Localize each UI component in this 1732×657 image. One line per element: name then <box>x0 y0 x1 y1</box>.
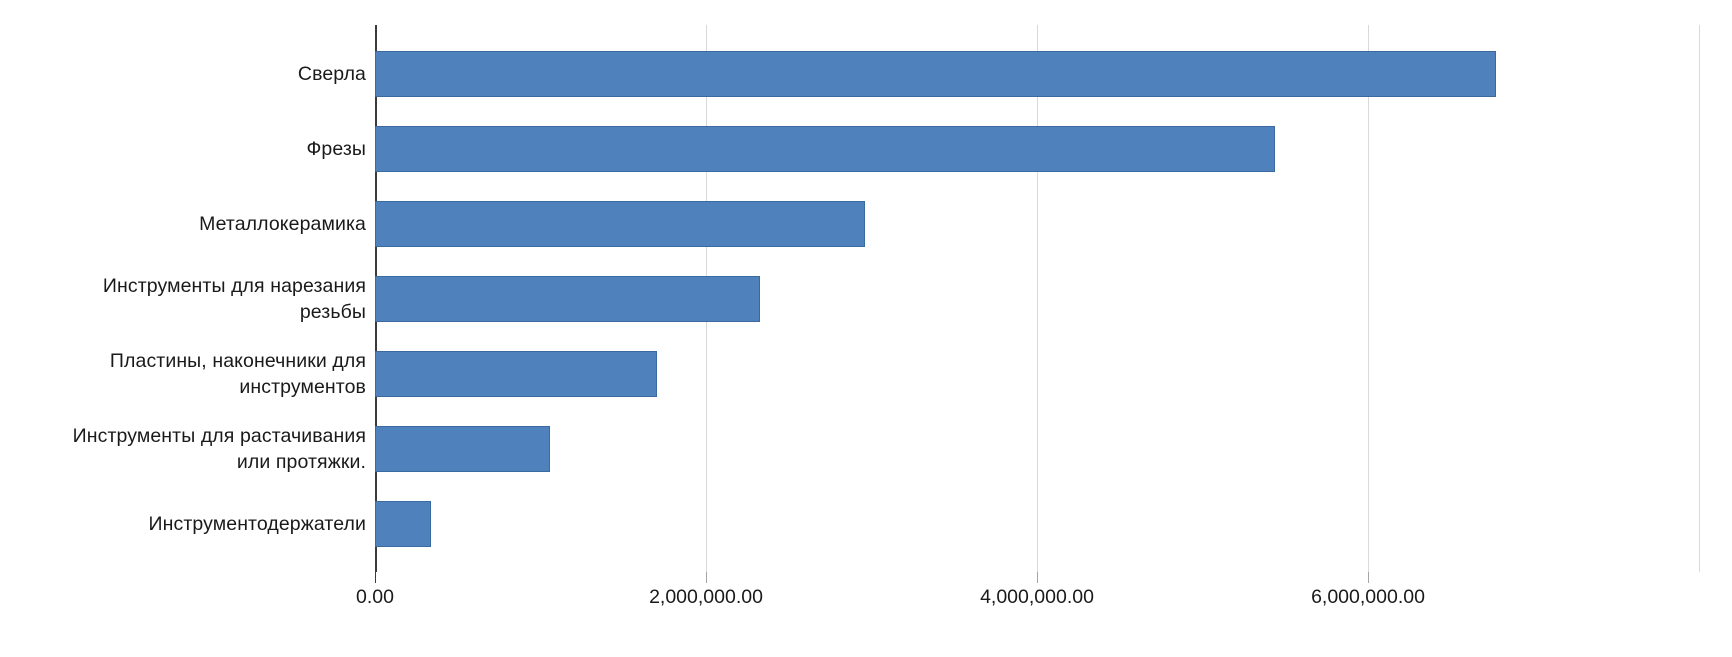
bar-instrumentoderzhateli[interactable] <box>375 501 431 547</box>
x-tick-label-2: 4,000,000.00 <box>980 586 1094 608</box>
category-label-5: Инструменты для растачивания или протяжк… <box>72 425 366 473</box>
category-label-0: Сверла <box>297 63 366 85</box>
gridline-4000000 <box>1037 25 1038 572</box>
category-label-4: Пластины, наконечники для инструментов <box>109 350 366 398</box>
tick-mark-2000000 <box>706 572 707 583</box>
x-tick-label-3: 6,000,000.00 <box>1311 586 1425 608</box>
tick-mark-4000000 <box>1037 572 1038 583</box>
category-label-1: Фрезы <box>306 138 366 160</box>
x-tick-label-1: 2,000,000.00 <box>649 586 763 608</box>
category-axis: Сверла Фрезы Металлокерамика Инструменты… <box>0 25 366 572</box>
x-tick-label-0: 0.00 <box>356 586 394 608</box>
x-axis-labels: 0.00 2,000,000.00 4,000,000.00 6,000,000… <box>356 584 1699 618</box>
category-label-2: Металлокерамика <box>199 213 366 235</box>
category-label-6: Инструментодержатели <box>148 513 366 535</box>
bar-instrumenty-dlya-narezaniya-rezby[interactable] <box>375 276 760 322</box>
gridline-6000000 <box>1368 25 1369 572</box>
x-axis-ticks <box>375 572 1699 584</box>
bar-sverla[interactable] <box>375 51 1496 97</box>
category-label-3: Инструменты для нарезания резьбы <box>102 275 366 323</box>
bar-frezy[interactable] <box>375 126 1275 172</box>
bar-metallokeramika[interactable] <box>375 201 865 247</box>
bar-instrumenty-dlya-rastachivaniya[interactable] <box>375 426 550 472</box>
bar-series <box>375 25 1699 572</box>
gridline-8000000 <box>1699 25 1700 572</box>
tick-mark-6000000 <box>1368 572 1369 583</box>
bar-plastiny-nakonechniki[interactable] <box>375 351 657 397</box>
tick-mark-0 <box>375 572 376 583</box>
